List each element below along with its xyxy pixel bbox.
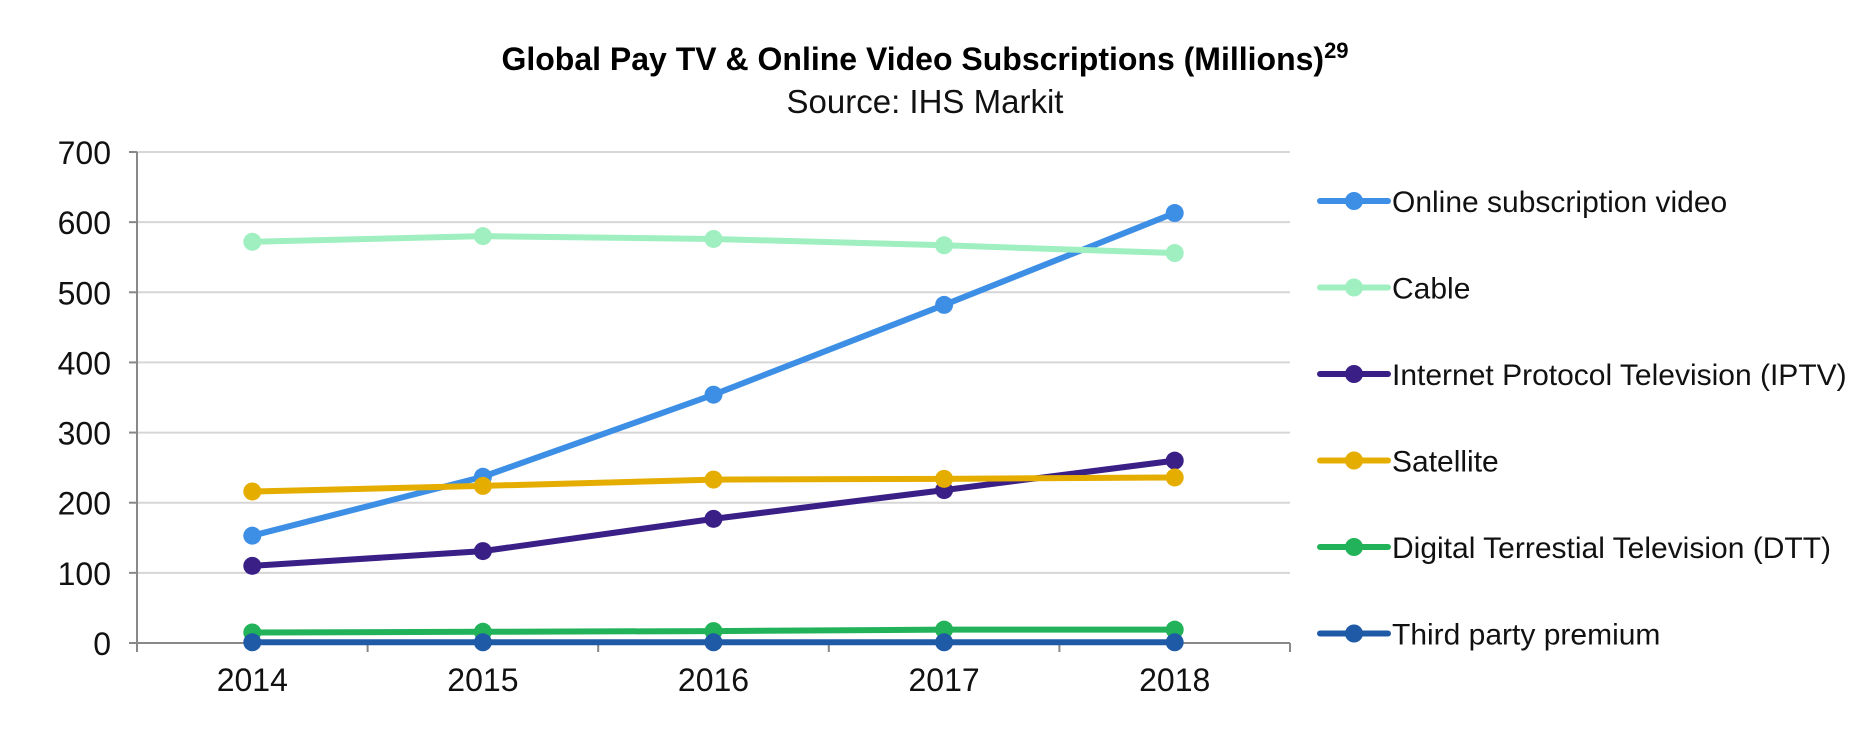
legend-item: Digital Terrestial Television (DTT) xyxy=(1317,532,1831,565)
data-point xyxy=(1165,451,1184,470)
legend-item: Third party premium xyxy=(1317,619,1660,652)
legend-label: Digital Terrestial Television (DTT) xyxy=(1392,532,1831,565)
legend-swatch-marker xyxy=(1345,538,1363,556)
legend-label: Third party premium xyxy=(1392,619,1660,652)
data-point xyxy=(1165,204,1184,223)
series-0 xyxy=(243,204,1184,545)
data-point xyxy=(1165,620,1184,639)
data-point xyxy=(243,482,262,501)
data-point xyxy=(473,476,492,495)
y-tick-label: 300 xyxy=(58,416,111,452)
y-tick-label: 100 xyxy=(58,556,111,592)
chart-title-text: Global Pay TV & Online Video Subscriptio… xyxy=(501,41,1324,77)
data-point xyxy=(935,236,954,255)
data-point xyxy=(1165,468,1184,487)
series-5 xyxy=(243,633,1184,652)
data-point xyxy=(704,509,723,528)
chart-title: Global Pay TV & Online Video Subscriptio… xyxy=(501,38,1348,77)
legend-label: Satellite xyxy=(1392,446,1499,479)
data-point xyxy=(704,385,723,404)
x-tick-label: 2014 xyxy=(217,662,288,698)
legend-item: Online subscription video xyxy=(1317,186,1727,219)
x-tick-label: 2016 xyxy=(678,662,749,698)
legend-swatch-marker xyxy=(1345,278,1363,297)
data-point xyxy=(243,556,262,575)
chart-subtitle: Source: IHS Markit xyxy=(787,83,1064,120)
chart-title-superscript: 29 xyxy=(1324,38,1348,63)
series-1 xyxy=(243,227,1184,263)
y-tick-label: 0 xyxy=(93,626,111,662)
gridlines xyxy=(137,151,1290,574)
y-tick-label: 500 xyxy=(58,275,111,311)
series-group xyxy=(243,204,1184,652)
legend-label: Cable xyxy=(1392,273,1470,306)
x-tick-label: 2017 xyxy=(909,662,980,698)
data-point xyxy=(935,633,954,652)
legend-swatch-marker xyxy=(1345,192,1363,210)
data-point xyxy=(473,542,492,561)
series-3 xyxy=(243,468,1184,501)
legend-item: Satellite xyxy=(1317,446,1499,479)
legend-swatch-marker xyxy=(1345,451,1363,470)
data-point xyxy=(243,633,262,652)
data-point xyxy=(243,526,262,545)
data-point xyxy=(704,229,723,248)
y-tick-label: 600 xyxy=(58,205,111,241)
legend-swatch-marker xyxy=(1345,365,1363,383)
y-tick-label: 400 xyxy=(58,345,111,381)
x-tick-label: 2015 xyxy=(447,662,518,698)
y-tick-label: 700 xyxy=(58,135,111,171)
legend-swatch-marker xyxy=(1345,624,1363,643)
legend-item: Cable xyxy=(1317,273,1470,306)
y-tick-label: 200 xyxy=(58,486,111,522)
legend-item: Internet Protocol Television (IPTV) xyxy=(1317,359,1847,392)
data-point xyxy=(935,295,954,314)
data-point xyxy=(935,469,954,488)
data-point xyxy=(1165,244,1184,263)
data-point xyxy=(473,633,492,652)
x-axis-ticks: 2014 2015 2016 2017 2018 xyxy=(217,662,1211,698)
legend: Online subscription video Cable Internet P… xyxy=(1317,186,1847,652)
y-axis-ticks: 0 100 200 300 400 500 600 700 xyxy=(58,135,111,662)
data-point xyxy=(473,227,492,246)
data-point xyxy=(243,232,262,251)
series-2 xyxy=(243,451,1184,575)
legend-label: Internet Protocol Television (IPTV) xyxy=(1392,359,1847,392)
x-tick-label: 2018 xyxy=(1139,662,1210,698)
data-point xyxy=(1165,633,1184,652)
legend-label: Online subscription video xyxy=(1392,186,1727,219)
data-point xyxy=(704,470,723,489)
data-point xyxy=(935,620,954,639)
data-point xyxy=(704,633,723,652)
